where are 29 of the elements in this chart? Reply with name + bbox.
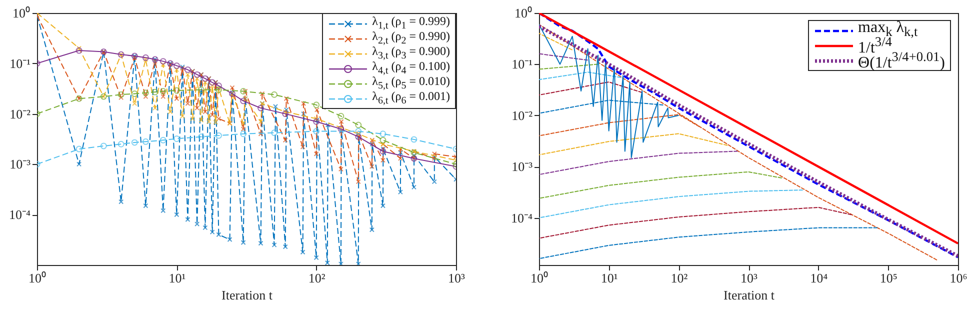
y-tick-label: 10⁻³ — [512, 159, 533, 174]
y-tick-label: 10⁰ — [514, 6, 532, 20]
legend-label: λ$_{6,t}$ (ρ$_{6}$ = 0.001) — [372, 88, 450, 106]
x-tick-label: 10¹ — [600, 270, 618, 286]
x-tick-label: 10² — [670, 270, 688, 286]
y-tick-label: 10⁻³ — [10, 156, 31, 172]
y-tick-label: 10⁻¹ — [10, 56, 31, 71]
y-tick-label: 10⁰ — [12, 6, 30, 20]
x-tick-label: 10⁴ — [810, 270, 828, 286]
x-tick-label: 10³ — [448, 270, 466, 286]
legend-label: λ$_{1,t}$ (ρ$_{1}$ = 0.999) — [372, 14, 450, 32]
x-tick-label: 10¹ — [168, 270, 186, 286]
x-tick-label: 10³ — [740, 270, 758, 286]
x-tick-label: 10² — [308, 270, 326, 286]
legend-label: λ$_{4,t}$ (ρ$_{4}$ = 0.100) — [372, 58, 450, 76]
x-axis-title: Iteration t — [222, 288, 273, 302]
legend-label: λ$_{5,t}$ (ρ$_{5}$ = 0.010) — [372, 74, 450, 92]
x-tick-label: 10⁰ — [530, 270, 548, 286]
legend-label: λ$_{3,t}$ (ρ$_{3}$ = 0.900) — [372, 44, 450, 62]
y-tick-label: 10⁻² — [512, 108, 533, 123]
legend-label: λ$_{2,t}$ (ρ$_{2}$ = 0.990) — [372, 28, 450, 46]
y-tick-label: 10⁻⁴ — [8, 207, 31, 222]
y-tick-label: 10⁻⁴ — [510, 210, 533, 226]
y-tick-label: 10⁻² — [10, 106, 31, 122]
y-tick-label: 10⁻¹ — [512, 56, 533, 72]
x-tick-label: 10⁶ — [950, 270, 968, 286]
x-axis-title: Iteration t — [724, 288, 775, 302]
x-tick-label: 10⁰ — [28, 270, 46, 286]
x-tick-label: 10⁵ — [880, 270, 898, 286]
